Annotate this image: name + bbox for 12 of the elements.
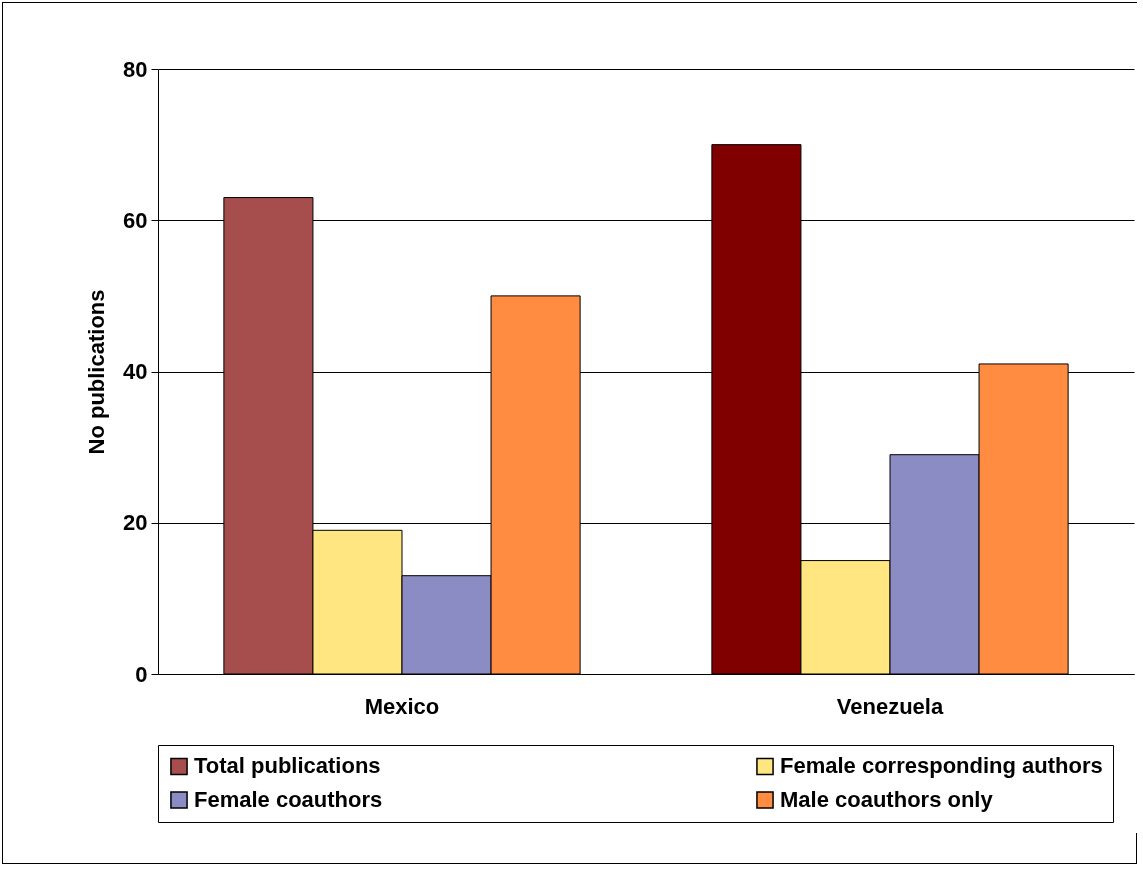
y-tick-label: 0 [135,661,148,687]
legend-label: Total publications [194,753,381,779]
y-tick-label: 40 [123,359,148,384]
y-tick-label: 80 [123,56,148,82]
x-tick-label: Mexico [364,693,440,719]
legend-label: Female corresponding authors [780,753,1103,779]
legend-label: Male coauthors only [780,787,994,812]
y-tick-label: 20 [123,510,148,536]
legend-label: Female coauthors [194,787,383,812]
x-tick-label: Venezuela [836,693,944,719]
y-tick-label: 60 [123,207,148,233]
y-axis-title: No publications [84,289,110,455]
